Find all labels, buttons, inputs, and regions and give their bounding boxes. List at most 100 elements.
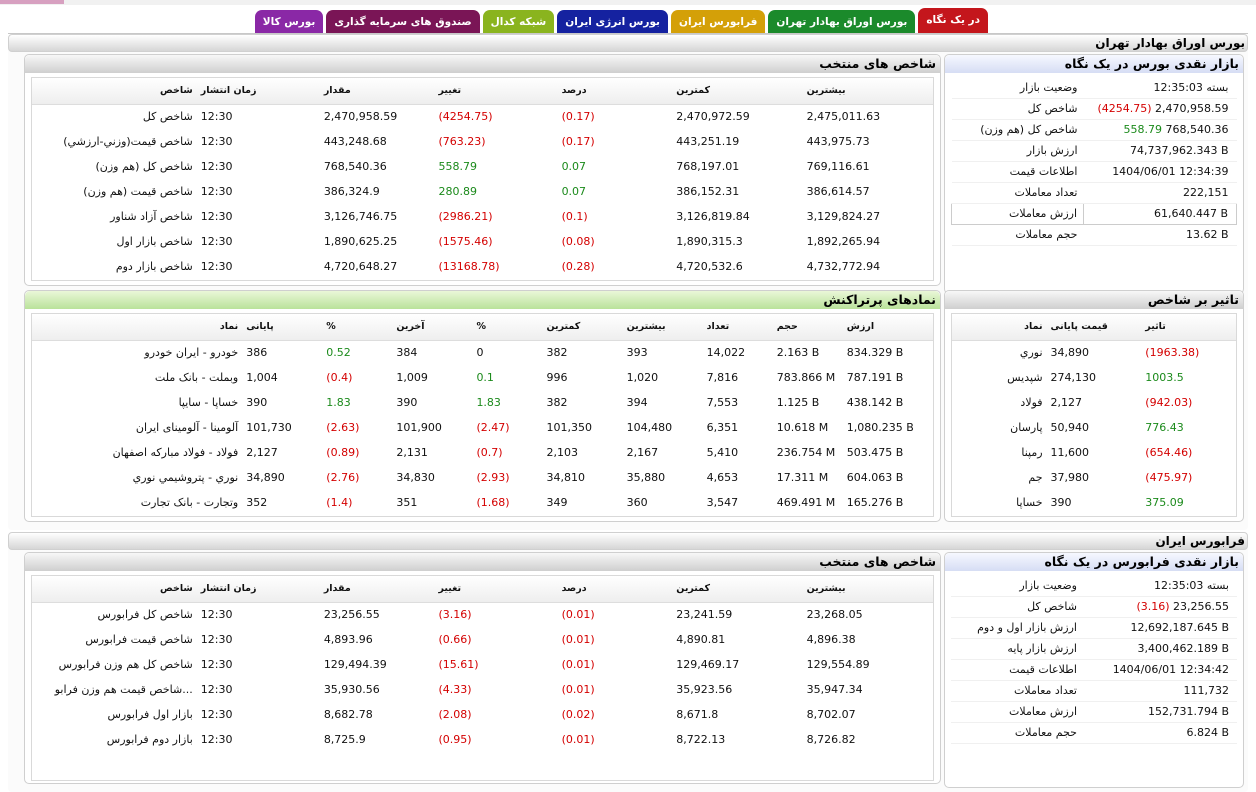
glance-row: وضعیت بازار بسته 12:35:03 [951,575,1237,597]
tab-4[interactable]: شبکه کدال [482,10,555,34]
table-row[interactable]: نوري 34,890 (1963.38) [952,340,1236,365]
cell: 1,004 [246,371,278,384]
cell: 443,251.19 [676,135,740,148]
row-label: بازار دوم فرابورس [106,733,193,746]
table-row[interactable]: پارسان 50,940 776.43 [952,415,1236,440]
column-header[interactable]: شاخص [32,78,197,105]
table-row[interactable]: شاخص کل 12:30 2,470,958.59 (4254.75) (0.17) 2… [32,104,933,129]
column-header[interactable]: حجم [772,314,843,341]
column-header[interactable]: درصد [557,576,673,603]
table-row[interactable]: رمپنا 11,600 (654.46) [952,440,1236,465]
table-row[interactable]: نوري - پتروشيمي نوري 34,890 (2.76) 34,830 (2… [32,465,933,490]
tab-5[interactable]: صندوق های سرمایه گذاری [326,10,480,34]
tab-0[interactable]: در یک نگاه [918,8,988,33]
cell: 1,080.235 B [846,421,914,434]
table-row[interactable]: شاخص بازار دوم 12:30 4,720,648.27 (13168.78… [32,254,933,279]
table-row[interactable]: شاخص کل فرابورس 12:30 23,256.55 (3.16) (0.01… [32,602,933,627]
glance-value: 222,151 [1083,182,1237,204]
column-header[interactable]: تاثیر [1141,314,1236,341]
glance-value: 1404/06/01 12:34:42 [1083,659,1237,681]
cell: (2.63) [326,421,360,434]
cell: 10.618 M [776,421,829,434]
tse-glance-table: وضعیت بازار بسته 12:35:03 شاخص کل (4254.75)… [951,77,1237,246]
table-row[interactable]: خساپا 390 375.09 [952,490,1236,515]
ifb-indices-title: شاخص های منتخب [819,554,936,569]
cell: 783.866 M [776,371,836,384]
column-header[interactable]: بیشترین [802,576,933,603]
column-header[interactable]: تغییر [434,78,558,105]
glance-value: بسته 12:35:03 [1083,77,1237,99]
column-header[interactable]: زمان انتشار [196,78,320,105]
tab-3[interactable]: بورس انرژی ایران [557,10,668,34]
glance-key: حجم معاملات [951,722,1083,744]
column-header[interactable]: مقدار [319,576,435,603]
column-header[interactable]: بیشترین [802,78,933,105]
table-row[interactable]: شاخص قیمت هم وزن فرابو... 12:30 35,930.56 (… [32,677,933,702]
glance-row: وضعیت بازار بسته 12:35:03 [951,77,1237,99]
cell: (654.46) [1145,446,1193,459]
table-row[interactable]: شاخص قيمت فرابورس 12:30 4,893.96 (0.66) (0.0… [32,627,933,652]
column-header[interactable]: تغییر [434,576,558,603]
table-row[interactable]: بازار دوم فرابورس 12:30 8,725.9 (0.95) (0.01… [32,727,933,752]
tab-1[interactable]: بورس اوراق بهادار تهران [768,10,916,34]
cell: 768,540.36 [323,160,387,173]
column-header[interactable]: آخرین [392,314,473,341]
glance-key: ارزش بازار [951,140,1084,162]
table-row[interactable]: شاخص قیمت (هم وزن) 12:30 386,324.9 280.89 0.… [32,179,933,204]
column-header[interactable]: شاخص [32,576,197,603]
cell: 0 [476,346,484,360]
row-label: شاخص آزاد شناور [110,210,193,223]
table-row[interactable]: وتجارت - بانک تجارت 352 (1.4) 351 (1.68) 349 3… [32,490,933,515]
column-header[interactable]: قیمت پایانی [1046,314,1142,341]
column-header[interactable]: درصد [557,78,673,105]
cell: 274,130 [1050,371,1097,384]
table-row[interactable]: شاخص آزاد شناور 12:30 3,126,746.75 (2986.21… [32,204,933,229]
column-header[interactable]: ارزش [842,314,933,341]
cell: 236.754 M [776,446,836,459]
table-row[interactable]: جم 37,980 (475.97) [952,465,1236,490]
cell: 8,725.9 [323,733,366,746]
table-row[interactable]: فولاد 2,127 (942.03) [952,390,1236,415]
tse-section: بورس اوراق بهادار تهران بازار نقدی بورس … [8,34,1248,530]
column-header[interactable]: کمترین [672,576,803,603]
column-header[interactable]: زمان انتشار [196,576,320,603]
column-header[interactable]: % [322,314,393,341]
cell: 50,940 [1050,421,1090,434]
tse-indices-title: شاخص های منتخب [819,56,936,71]
table-row[interactable]: بازار اول فرابورس 12:30 8,682.78 (2.08) (0.0… [32,702,933,727]
column-header[interactable]: بیشترین [622,314,703,341]
table-row[interactable]: آلومينا - آلومينای ايران 101,730 (2.63) 101… [32,415,933,440]
table-row[interactable]: خودرو - ايران خودرو 386 0.52 384 0 382 393 14,0… [32,340,933,365]
column-header[interactable]: % [472,314,543,341]
glance-key: وضعیت بازار [951,77,1084,99]
table-row[interactable]: شپديس 274,130 1003.5 [952,365,1236,390]
glance-key: ارزش معاملات [951,701,1083,723]
table-row[interactable]: شاخص کل (هم وزن) 12:30 768,540.36 558.79 0.0… [32,154,933,179]
column-header[interactable]: کمترین [672,78,803,105]
table-row[interactable]: شاخص قيمت(وزني-ارزشي) 12:30 443,248.68 (763… [32,129,933,154]
cell: 834.329 B [846,346,904,360]
tab-6[interactable]: بورس کالا [254,10,324,34]
column-header[interactable]: کمترین [542,314,623,341]
table-row[interactable]: فولاد - فولاد مبارکه اصفهان 2,127 (0.89) 2,… [32,440,933,465]
glance-row: ارزش بازار 74,737,962.343 B [951,140,1237,162]
cell: 104,480 [626,421,673,434]
cell: (475.97) [1145,471,1193,484]
glance-key: ارزش معاملات [951,202,1084,225]
row-label: وبملت - بانک ملت [154,371,239,384]
column-header[interactable]: پایانی [242,314,323,341]
tab-2[interactable]: فرابورس ایران [671,10,766,34]
cell: (13168.78) [438,260,500,273]
cell: 1,890,625.25 [323,235,398,248]
column-header[interactable]: تعداد [702,314,773,341]
glance-value: 6.824 B [1083,722,1237,744]
cell: 390 [1050,496,1072,509]
column-header[interactable]: مقدار [319,78,435,105]
table-row[interactable]: شاخص کل هم وزن فرابورس 12:30 129,494.39 (15… [32,652,933,677]
column-header[interactable]: نماد [32,314,243,341]
glance-value: 1404/06/01 12:34:39 [1083,161,1237,183]
column-header[interactable]: نماد [952,314,1047,341]
table-row[interactable]: خساپا - سايپا 390 1.83 390 1.83 382 394 7,553 1.… [32,390,933,415]
table-row[interactable]: شاخص بازار اول 12:30 1,890,625.25 (1575.46)… [32,229,933,254]
table-row[interactable]: وبملت - بانک ملت 1,004 (0.4) 1,009 0.1 996 1,0… [32,365,933,390]
